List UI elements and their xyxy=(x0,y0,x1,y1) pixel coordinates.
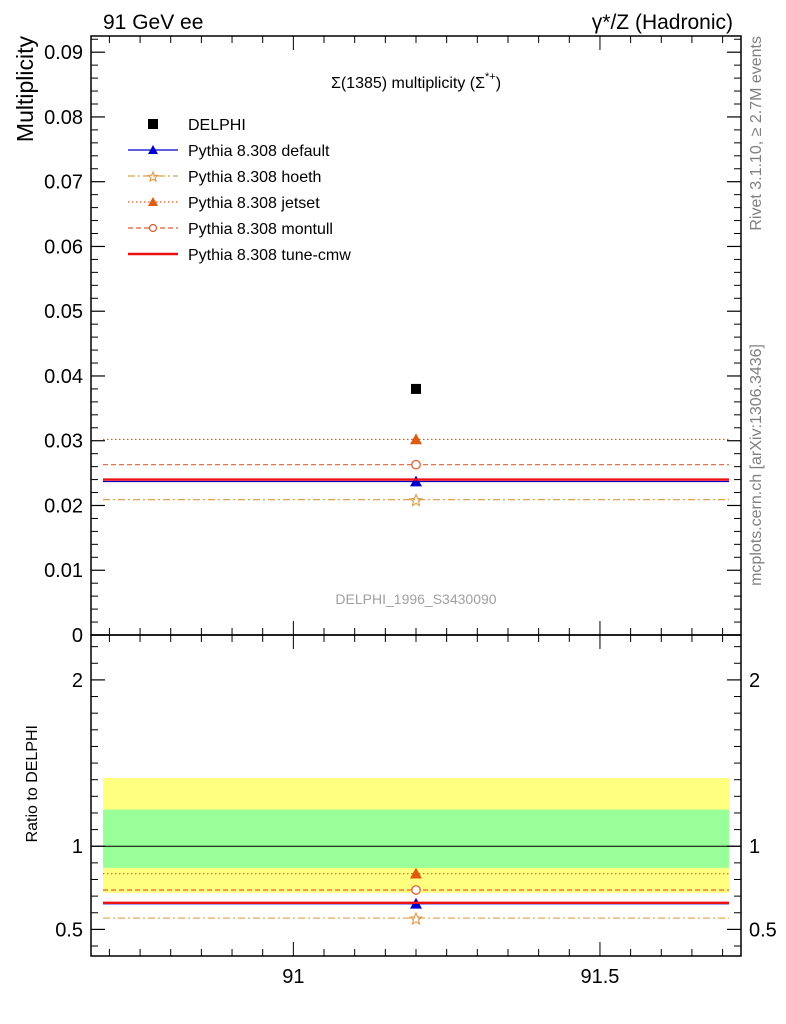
main-y-tick-label: 0.04 xyxy=(44,366,83,388)
rivet-version-label: Rivet 3.1.10, ≥ 2.7M events xyxy=(748,36,765,231)
main-y-tick-label: 0.01 xyxy=(44,560,83,582)
legend-marker-montull xyxy=(148,223,158,233)
legend-marker-jetset xyxy=(148,197,158,206)
main-y-tick-label: 0.09 xyxy=(44,42,83,64)
legend-label-jetset: Pythia 8.308 jetset xyxy=(188,195,320,212)
ratio-y-tick-label-left: 2 xyxy=(72,670,83,692)
ratio-series-marker-hoeth xyxy=(408,911,424,926)
ratio-y-tick-label-right: 0.5 xyxy=(749,919,777,941)
main-series-marker-jetset xyxy=(410,433,422,445)
x-tick-label: 91.5 xyxy=(580,966,619,988)
main-plot-title: Σ(1385) multiplicity (Σ*+) xyxy=(331,71,501,92)
legend-label-default: Pythia 8.308 default xyxy=(188,143,330,160)
ratio-y-tick-label-right: 2 xyxy=(749,670,760,692)
legend-label-montull: Pythia 8.308 montull xyxy=(188,221,333,238)
main-plot-axes: 0 0.01 0.02 0.03 0.04 0.05 0.06 0.07 0.08 0.09 xyxy=(44,35,742,647)
main-plot-title-text: Σ(1385) multiplicity (Σ xyxy=(331,75,485,92)
legend-label-data: DELPHI xyxy=(188,117,246,134)
header-right-label: γ*/Z (Hadronic) xyxy=(592,11,733,34)
ratio-plot-panel: 0.5 0.5 1 1 2 2 91 91.5 xyxy=(55,634,777,988)
main-y-tick-label: 0.03 xyxy=(44,431,83,453)
header-left-label: 91 GeV ee xyxy=(103,11,203,34)
ratio-series-marker-jetset xyxy=(410,867,422,879)
ratio-y-tick-label-left: 1 xyxy=(72,836,83,858)
ratio-plot-axes: 0.5 0.5 1 1 2 2 91 91.5 xyxy=(55,634,777,988)
main-plot-panel: 0 0.01 0.02 0.03 0.04 0.05 0.06 0.07 0.08 0.09 DE… xyxy=(44,35,742,647)
main-series-marker-hoeth xyxy=(408,493,424,507)
legend-marker-hoeth xyxy=(146,170,160,183)
main-plot-watermark: DELPHI_1996_S3430090 xyxy=(335,591,496,607)
legend-label-hoeth: Pythia 8.308 hoeth xyxy=(188,169,321,186)
ratio-series-marker-montull xyxy=(411,885,421,895)
main-series-marker-montull xyxy=(411,459,421,470)
ratio-y-axis-title: Ratio to DELPHI xyxy=(24,725,41,842)
ratio-y-tick-label-left: 0.5 xyxy=(55,919,83,941)
mcplots-reference-label: mcplots.cern.ch [arXiv:1306.3436] xyxy=(748,344,765,586)
main-y-axis-title: Multiplicity xyxy=(12,36,38,143)
main-y-tick-label: 0.05 xyxy=(44,301,83,323)
main-y-tick-label: 0.02 xyxy=(44,495,83,517)
main-series-marker-default xyxy=(410,475,422,487)
x-tick-label: 91 xyxy=(282,966,304,988)
legend-label-tunecmw: Pythia 8.308 tune-cmw xyxy=(188,247,351,264)
ratio-band-stat xyxy=(103,809,729,868)
legend-marker-data xyxy=(148,119,158,129)
ratio-y-tick-label-right: 1 xyxy=(749,836,760,858)
main-y-tick-label: 0.07 xyxy=(44,172,83,194)
main-plot-title-superscript: *+ xyxy=(485,71,496,83)
legend: DELPHI Pythia 8.308 default Pythia 8.308 h… xyxy=(128,117,351,264)
main-series-marker-data xyxy=(411,383,421,394)
ratio-plot-content xyxy=(91,845,741,926)
main-y-tick-label: 0.08 xyxy=(44,107,83,129)
main-plot-title-close: ) xyxy=(496,75,501,92)
main-plot-content xyxy=(103,383,729,507)
main-y-tick-label: 0 xyxy=(72,625,83,647)
main-y-tick-label: 0.06 xyxy=(44,236,83,258)
legend-marker-default xyxy=(148,145,158,154)
